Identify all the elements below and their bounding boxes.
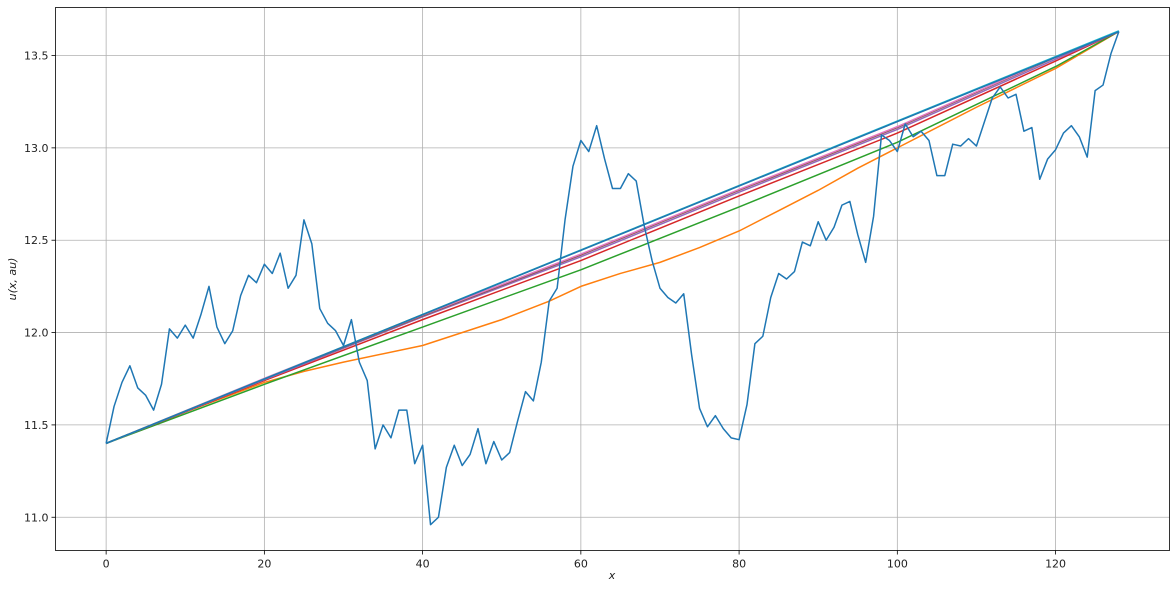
x-axis-label: x [608,569,616,582]
series-line-4 [105,30,1120,445]
y-axis-ticks: 11.0 11.5 12.0 12.5 13.0 13.5 [24,50,56,524]
x-tick-label: 0 [103,558,110,571]
x-tick-label: 100 [887,558,908,571]
y-tick-label: 11.5 [24,419,49,432]
series-line-3 [105,30,1120,445]
x-tick-label: 20 [257,558,271,571]
series-line-11 [105,31,1120,526]
series-lines [105,30,1120,526]
series-line-10 [105,30,1120,445]
series-line-1 [105,30,1120,445]
x-tick-label: 40 [416,558,430,571]
y-tick-label: 11.0 [24,511,49,524]
x-tick-label: 60 [574,558,588,571]
grid [55,7,1170,551]
plot-frame [55,7,1170,551]
y-tick-label: 12.5 [24,234,49,247]
x-tick-label: 120 [1045,558,1066,571]
y-tick-label: 13.0 [24,142,49,155]
series-line-2 [105,30,1120,445]
x-axis-ticks: 0 20 40 60 80 100 120 [103,550,1066,571]
y-tick-label: 12.0 [24,327,49,340]
x-tick-label: 80 [732,558,746,571]
y-tick-label: 13.5 [24,50,49,63]
y-axis-label: u(x, au) [6,258,19,301]
